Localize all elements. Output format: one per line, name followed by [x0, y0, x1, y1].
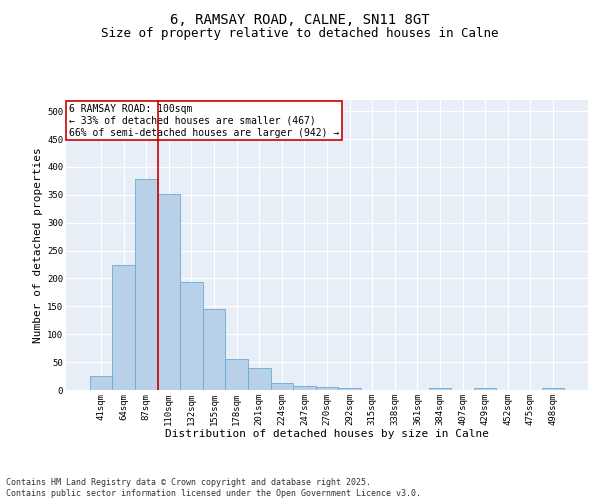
Bar: [293, 386, 316, 390]
X-axis label: Distribution of detached houses by size in Calne: Distribution of detached houses by size …: [165, 429, 489, 439]
Bar: [180, 282, 203, 390]
Y-axis label: Number of detached properties: Number of detached properties: [33, 147, 43, 343]
Bar: [226, 360, 248, 390]
Bar: [248, 368, 271, 390]
Text: 6, RAMSAY ROAD, CALNE, SN11 8GT: 6, RAMSAY ROAD, CALNE, SN11 8GT: [170, 12, 430, 26]
Text: Contains HM Land Registry data © Crown copyright and database right 2025.
Contai: Contains HM Land Registry data © Crown c…: [6, 478, 421, 498]
Bar: [428, 388, 451, 390]
Bar: [112, 265, 135, 390]
Text: 6 RAMSAY ROAD: 100sqm
← 33% of detached houses are smaller (467)
66% of semi-det: 6 RAMSAY ROAD: 100sqm ← 33% of detached …: [68, 104, 339, 138]
Bar: [158, 194, 180, 390]
Bar: [135, 179, 158, 390]
Bar: [338, 388, 361, 390]
Bar: [316, 387, 338, 390]
Bar: [203, 309, 226, 390]
Text: Size of property relative to detached houses in Calne: Size of property relative to detached ho…: [101, 28, 499, 40]
Bar: [542, 388, 564, 390]
Bar: [271, 384, 293, 390]
Bar: [474, 388, 496, 390]
Bar: [90, 376, 112, 390]
